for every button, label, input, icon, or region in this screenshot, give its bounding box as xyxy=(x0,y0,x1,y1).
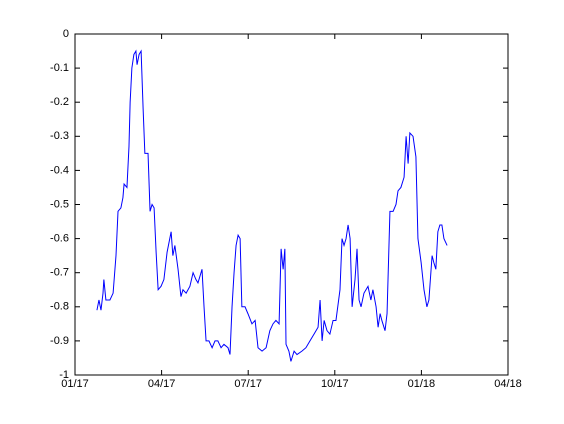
y-tick-label: -0.5 xyxy=(50,198,69,210)
x-tick-label: 07/17 xyxy=(234,378,262,390)
x-tick-label: 01/18 xyxy=(408,378,436,390)
y-tick-label: -1 xyxy=(59,369,69,381)
x-tick-label: 04/17 xyxy=(148,378,176,390)
x-tick-label: 04/18 xyxy=(494,378,522,390)
y-tick-label: -0.7 xyxy=(50,267,69,279)
y-tick-label: -0.3 xyxy=(50,130,69,142)
data-line xyxy=(96,49,448,362)
y-tick-label: -0.9 xyxy=(50,335,69,347)
y-tick-label: -0.8 xyxy=(50,301,69,313)
axes-box xyxy=(74,33,509,376)
y-tick-label: -0.6 xyxy=(50,233,69,245)
x-tick-label: 01/17 xyxy=(61,378,89,390)
y-tick-label: 0 xyxy=(63,28,69,40)
y-tick-label: -0.1 xyxy=(50,62,69,74)
y-tick-label: -0.4 xyxy=(50,164,69,176)
x-tick-label: 10/17 xyxy=(321,378,349,390)
y-tick-label: -0.2 xyxy=(50,96,69,108)
